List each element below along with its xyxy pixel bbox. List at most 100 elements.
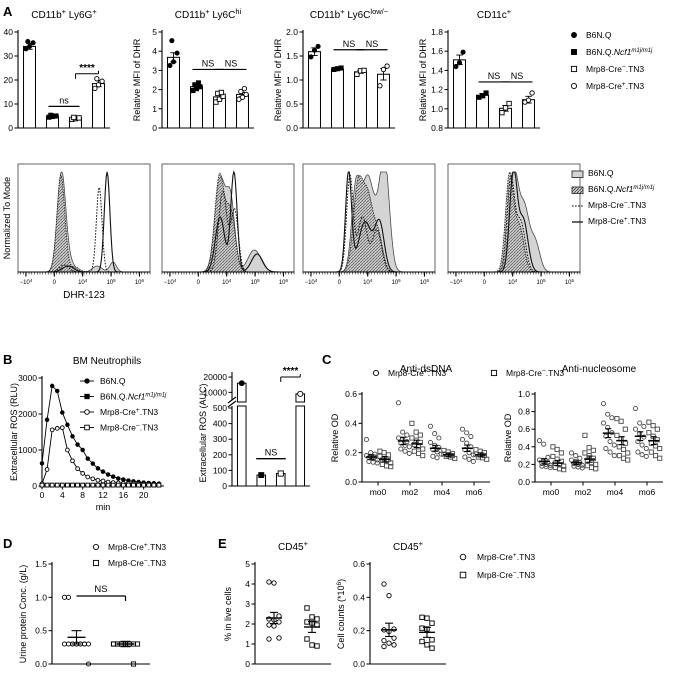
c-x-tick-label: mo2 [575, 487, 592, 497]
series-point [121, 477, 126, 482]
data-point [539, 463, 545, 469]
sig-label: NS [488, 71, 501, 81]
y-tick-label: 1.2 [431, 85, 443, 95]
legend-label: Mrp8-Cre+.TN3 [108, 542, 166, 552]
data-point [266, 622, 272, 628]
d-y-tick-label: 1.0 [35, 592, 47, 602]
bar [331, 68, 344, 129]
data-point [605, 424, 611, 430]
b-x-tick-label: 16 [119, 490, 129, 500]
data-point [473, 447, 479, 453]
series-point [75, 482, 80, 488]
c-x-tick-label: mo6 [639, 487, 656, 497]
c-y-axis-title: Relative OD [503, 413, 513, 462]
panel-a-chart-2: CD11b+ Ly6Clow/− 0.0 0.5 1.0 1.5 2.0Relative … [273, 7, 395, 133]
data-point [48, 112, 54, 118]
data-point [459, 426, 466, 432]
data-point [386, 593, 392, 599]
data-point [130, 661, 137, 667]
data-point [94, 76, 100, 82]
hist-x-tick-label: 105 [536, 278, 546, 286]
data-point [637, 420, 643, 426]
data-point [372, 451, 378, 457]
legend-marker [372, 369, 380, 377]
data-point [424, 642, 430, 648]
series-point [90, 482, 96, 488]
data-point [400, 429, 406, 435]
e-y-tick-label: 0.6 [353, 559, 365, 569]
data-point [600, 420, 607, 426]
series-point [80, 471, 86, 476]
data-point [424, 615, 430, 621]
series-point [120, 482, 126, 488]
data-point [622, 426, 628, 432]
y-tick-label: 1.5 [286, 51, 298, 61]
data-point [593, 466, 599, 472]
series-point [110, 482, 116, 488]
data-point [417, 432, 423, 438]
c-x-tick-label: mo4 [607, 487, 624, 497]
series-point [90, 461, 96, 466]
legend-label: B6N.Q.Ncf1m1j/m1j [588, 184, 655, 194]
data-point [363, 436, 370, 443]
series-line-2 [41, 427, 159, 486]
data-point [579, 462, 585, 468]
panel-c: Mrp8-Cre+.TN3 Mrp8-Cre−.TN3 Anti-dsDNA 0.0 0… [320, 350, 700, 530]
data-point [53, 113, 59, 119]
y-tick-label: 0.5 [286, 99, 298, 109]
d-y-tick-label: 0.0 [35, 659, 47, 669]
series-point [85, 474, 91, 480]
bar [308, 51, 321, 129]
panel-e-chart-1: CD45+ 0.0 0.2 0.4 0.6 Cell counts (*106) [336, 539, 446, 669]
hist-x-tick-label: 105 [391, 278, 401, 286]
data-point [377, 448, 383, 454]
data-point [361, 67, 367, 74]
data-point [593, 461, 599, 467]
series-point [115, 476, 121, 481]
series-point [65, 422, 70, 428]
sig-label: NS [343, 39, 356, 49]
data-point [311, 47, 318, 53]
hist-x-tick-label: 104 [222, 278, 232, 286]
b-x-tick-label: 12 [98, 490, 108, 500]
data-point [625, 450, 631, 456]
legend-marker [92, 543, 100, 551]
data-point [391, 635, 397, 641]
data-point [271, 623, 277, 629]
series-point [131, 482, 136, 488]
b-x-tick-label: 20 [139, 490, 149, 500]
data-point [605, 411, 611, 417]
data-point [573, 453, 579, 459]
y-tick-label: 3 [152, 65, 157, 75]
sig-label: NS [366, 39, 379, 49]
data-point [309, 614, 315, 620]
data-point [568, 450, 575, 456]
data-point [483, 90, 489, 96]
data-point [314, 616, 320, 622]
data-point [632, 426, 639, 432]
data-point [216, 96, 223, 102]
data-point [639, 452, 645, 458]
data-point [23, 46, 29, 52]
data-point [648, 449, 654, 455]
c-y-tick-label: 0.4 [518, 442, 530, 452]
e-y-axis-title: Cell counts (*106) [336, 579, 346, 649]
series-point [90, 476, 96, 482]
series-point [39, 482, 45, 488]
series-point [141, 482, 147, 488]
b-y-tick-label: 0 [32, 481, 37, 491]
data-point [99, 78, 105, 84]
data-point [314, 643, 320, 649]
data-point [402, 442, 408, 448]
data-point [536, 438, 543, 444]
data-point [657, 455, 663, 461]
legend-label: Mrp8-Cre−.TN3 [506, 368, 564, 378]
c-x-tick-label: mo4 [434, 487, 451, 497]
e-y-tick-label: 1 [245, 639, 250, 649]
d-y-tick-label: 0.5 [35, 626, 47, 636]
series-point [95, 482, 101, 488]
chart-title: CD11b+ Ly6Clow/− [310, 7, 389, 21]
data-point [304, 636, 310, 642]
panel-c-chart-0: Anti-dsDNA 0.0 0.2 0.4 0.6 Relative OD mo0 mo2 m… [330, 364, 490, 497]
data-point [453, 64, 459, 70]
